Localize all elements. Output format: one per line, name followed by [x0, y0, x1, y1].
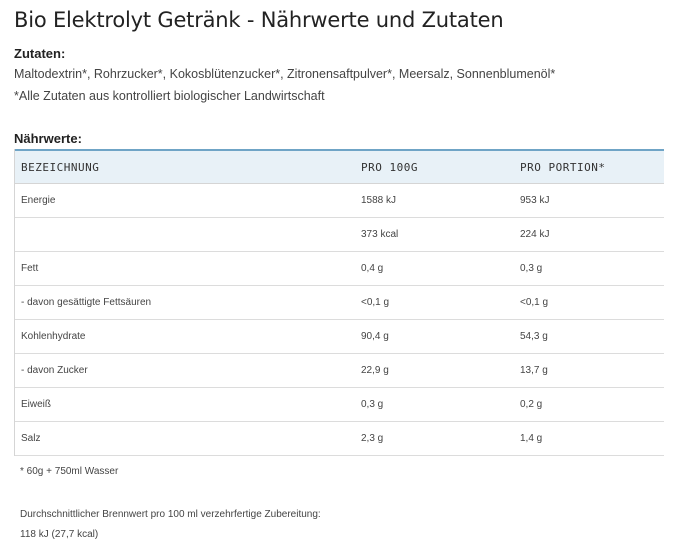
cell-per-100g: 22,9 g — [355, 353, 514, 388]
cell-name: - davon Zucker — [15, 353, 355, 388]
portion-footnote: * 60g + 750ml Wasser — [20, 466, 119, 477]
ingredients-list: Maltodextrin*, Rohrzucker*, Kokosblütenz… — [14, 67, 556, 81]
ingredients-note: *Alle Zutaten aus kontrolliert biologisc… — [14, 89, 325, 103]
cell-per-100g: 0,4 g — [355, 251, 514, 286]
cell-per-portion: <0,1 g — [514, 285, 664, 320]
nutrition-table-wrapper: BEZEICHNUNG PRO 100G PRO PORTION* Energi… — [14, 149, 664, 456]
cell-per-portion: 0,3 g — [514, 251, 664, 286]
table-row: Fett 0,4 g 0,3 g — [15, 251, 664, 286]
cell-per-portion: 1,4 g — [514, 421, 664, 456]
column-header-per-portion: PRO PORTION* — [514, 149, 664, 184]
cell-per-100g: 373 kcal — [355, 217, 514, 252]
cell-name: Energie — [15, 183, 355, 218]
cell-per-100g: 90,4 g — [355, 319, 514, 354]
cell-per-portion: 0,2 g — [514, 387, 664, 422]
cell-name — [15, 217, 355, 252]
nutrition-heading: Nährwerte: — [14, 131, 82, 146]
column-header-per-100g: PRO 100G — [355, 149, 514, 184]
cell-per-portion: 953 kJ — [514, 183, 664, 218]
page-title: Bio Elektrolyt Getränk - Nährwerte und Z… — [14, 8, 504, 32]
cell-per-100g: <0,1 g — [355, 285, 514, 320]
table-row: - davon gesättigte Fettsäuren <0,1 g <0,… — [15, 285, 664, 320]
cell-name: Salz — [15, 421, 355, 456]
ingredients-heading: Zutaten: — [14, 46, 66, 61]
cell-per-portion: 224 kJ — [514, 217, 664, 252]
brennwert-value: 118 kJ (27,7 kcal) — [20, 529, 99, 540]
cell-name: - davon gesättigte Fettsäuren — [15, 285, 355, 320]
table-row: Kohlenhydrate 90,4 g 54,3 g — [15, 319, 664, 354]
cell-name: Eiweiß — [15, 387, 355, 422]
table-header-row: BEZEICHNUNG PRO 100G PRO PORTION* — [15, 149, 664, 184]
table-row: - davon Zucker 22,9 g 13,7 g — [15, 353, 664, 388]
column-header-name: BEZEICHNUNG — [15, 149, 355, 184]
cell-name: Kohlenhydrate — [15, 319, 355, 354]
table-row: Salz 2,3 g 1,4 g — [15, 421, 664, 456]
cell-per-portion: 54,3 g — [514, 319, 664, 354]
table-row: Eiweiß 0,3 g 0,2 g — [15, 387, 664, 422]
brennwert-label: Durchschnittlicher Brennwert pro 100 ml … — [20, 509, 321, 520]
table-row: Energie 1588 kJ 953 kJ — [15, 183, 664, 218]
cell-per-portion: 13,7 g — [514, 353, 664, 388]
cell-name: Fett — [15, 251, 355, 286]
cell-per-100g: 1588 kJ — [355, 183, 514, 218]
cell-per-100g: 0,3 g — [355, 387, 514, 422]
cell-per-100g: 2,3 g — [355, 421, 514, 456]
table-row: 373 kcal 224 kJ — [15, 217, 664, 252]
nutrition-table: BEZEICHNUNG PRO 100G PRO PORTION* Energi… — [15, 149, 664, 456]
